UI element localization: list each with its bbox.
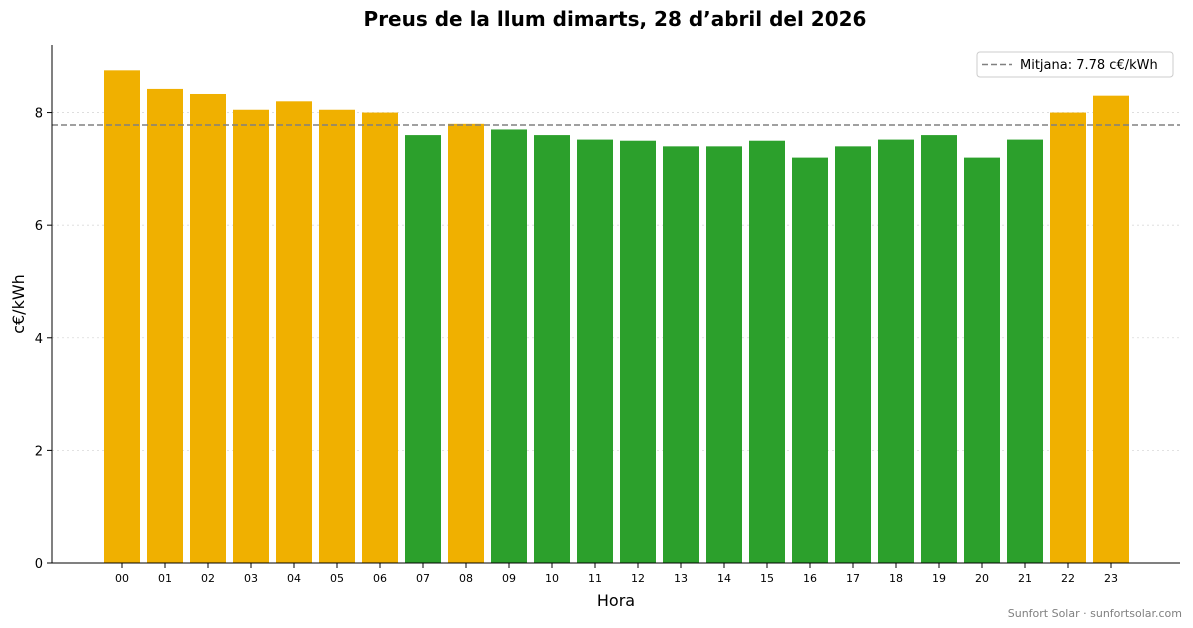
y-tick-label: 0	[35, 557, 43, 572]
bar-hour-08	[448, 123, 484, 564]
x-tick-label: 15	[760, 572, 774, 585]
bar-hour-11	[577, 139, 613, 563]
x-tick-label: 16	[803, 572, 817, 585]
bar-hour-18	[878, 139, 914, 563]
x-tick-label: 06	[373, 572, 387, 585]
bar-hour-10	[534, 135, 570, 563]
y-tick-label: 2	[35, 444, 43, 459]
x-tick-label: 23	[1104, 572, 1118, 585]
x-tick-label: 00	[115, 572, 129, 585]
chart-title: Preus de la llum dimarts, 28 d’abril del…	[364, 7, 867, 31]
x-tick-label: 07	[416, 572, 430, 585]
y-tick-label: 4	[35, 332, 43, 347]
footer-credit: Sunfort Solar · sunfortsolar.com	[1008, 607, 1182, 620]
bar-hour-02	[190, 93, 226, 564]
bar-hour-03	[233, 109, 269, 563]
bar-hour-19	[921, 135, 957, 563]
x-tick-label: 02	[201, 572, 215, 585]
legend: Mitjana: 7.78 c€/kWh	[976, 51, 1174, 78]
x-tick-label: 03	[244, 572, 258, 585]
legend-average-label: Mitjana: 7.78 c€/kWh	[1020, 58, 1158, 73]
x-tick-label: 21	[1018, 572, 1032, 585]
bar-hour-22	[1050, 112, 1086, 563]
x-tick-label: 10	[545, 572, 559, 585]
x-tick-label: 12	[631, 572, 645, 585]
x-tick-label: 11	[588, 572, 602, 585]
bar-hour-00	[104, 70, 140, 563]
bar-hour-01	[147, 88, 183, 563]
bar-hour-20	[964, 157, 1000, 563]
bars	[104, 70, 1129, 564]
bar-hour-16	[792, 157, 828, 563]
x-tick-label: 08	[459, 572, 473, 585]
x-tick-label: 14	[717, 572, 731, 585]
bar-hour-23	[1093, 95, 1129, 563]
bar-hour-15	[749, 140, 785, 563]
x-tick-label: 20	[975, 572, 989, 585]
x-tick-label: 18	[889, 572, 903, 585]
x-tick-label: 13	[674, 572, 688, 585]
bar-hour-06	[362, 112, 398, 563]
x-tick-label: 05	[330, 572, 344, 585]
bar-hour-14	[706, 146, 742, 563]
x-tick-label: 19	[932, 572, 946, 585]
bar-hour-04	[276, 101, 312, 563]
bar-hour-07	[405, 135, 441, 563]
y-axis-label: c€/kWh	[9, 274, 28, 334]
y-ticks: 0 2 4 6 8	[35, 107, 52, 572]
y-tick-label: 6	[35, 219, 43, 234]
x-ticks: 00 01 02 03 04 05 06 07 08 09 10 11 12 13 14 15 16 17 18 19…	[115, 563, 1118, 585]
x-tick-label: 22	[1061, 572, 1075, 585]
bar-hour-17	[835, 146, 871, 563]
bar-hour-21	[1007, 139, 1043, 563]
x-tick-label: 04	[287, 572, 301, 585]
legend-box	[976, 51, 1174, 78]
bar-hour-12	[620, 140, 656, 563]
bar-hour-05	[319, 109, 355, 563]
x-tick-label: 09	[502, 572, 516, 585]
x-tick-label: 17	[846, 572, 860, 585]
y-tick-label: 8	[35, 107, 43, 122]
bar-hour-13	[663, 146, 699, 563]
x-tick-label: 01	[158, 572, 172, 585]
x-axis-label: Hora	[597, 591, 635, 610]
bar-hour-09	[491, 129, 527, 563]
